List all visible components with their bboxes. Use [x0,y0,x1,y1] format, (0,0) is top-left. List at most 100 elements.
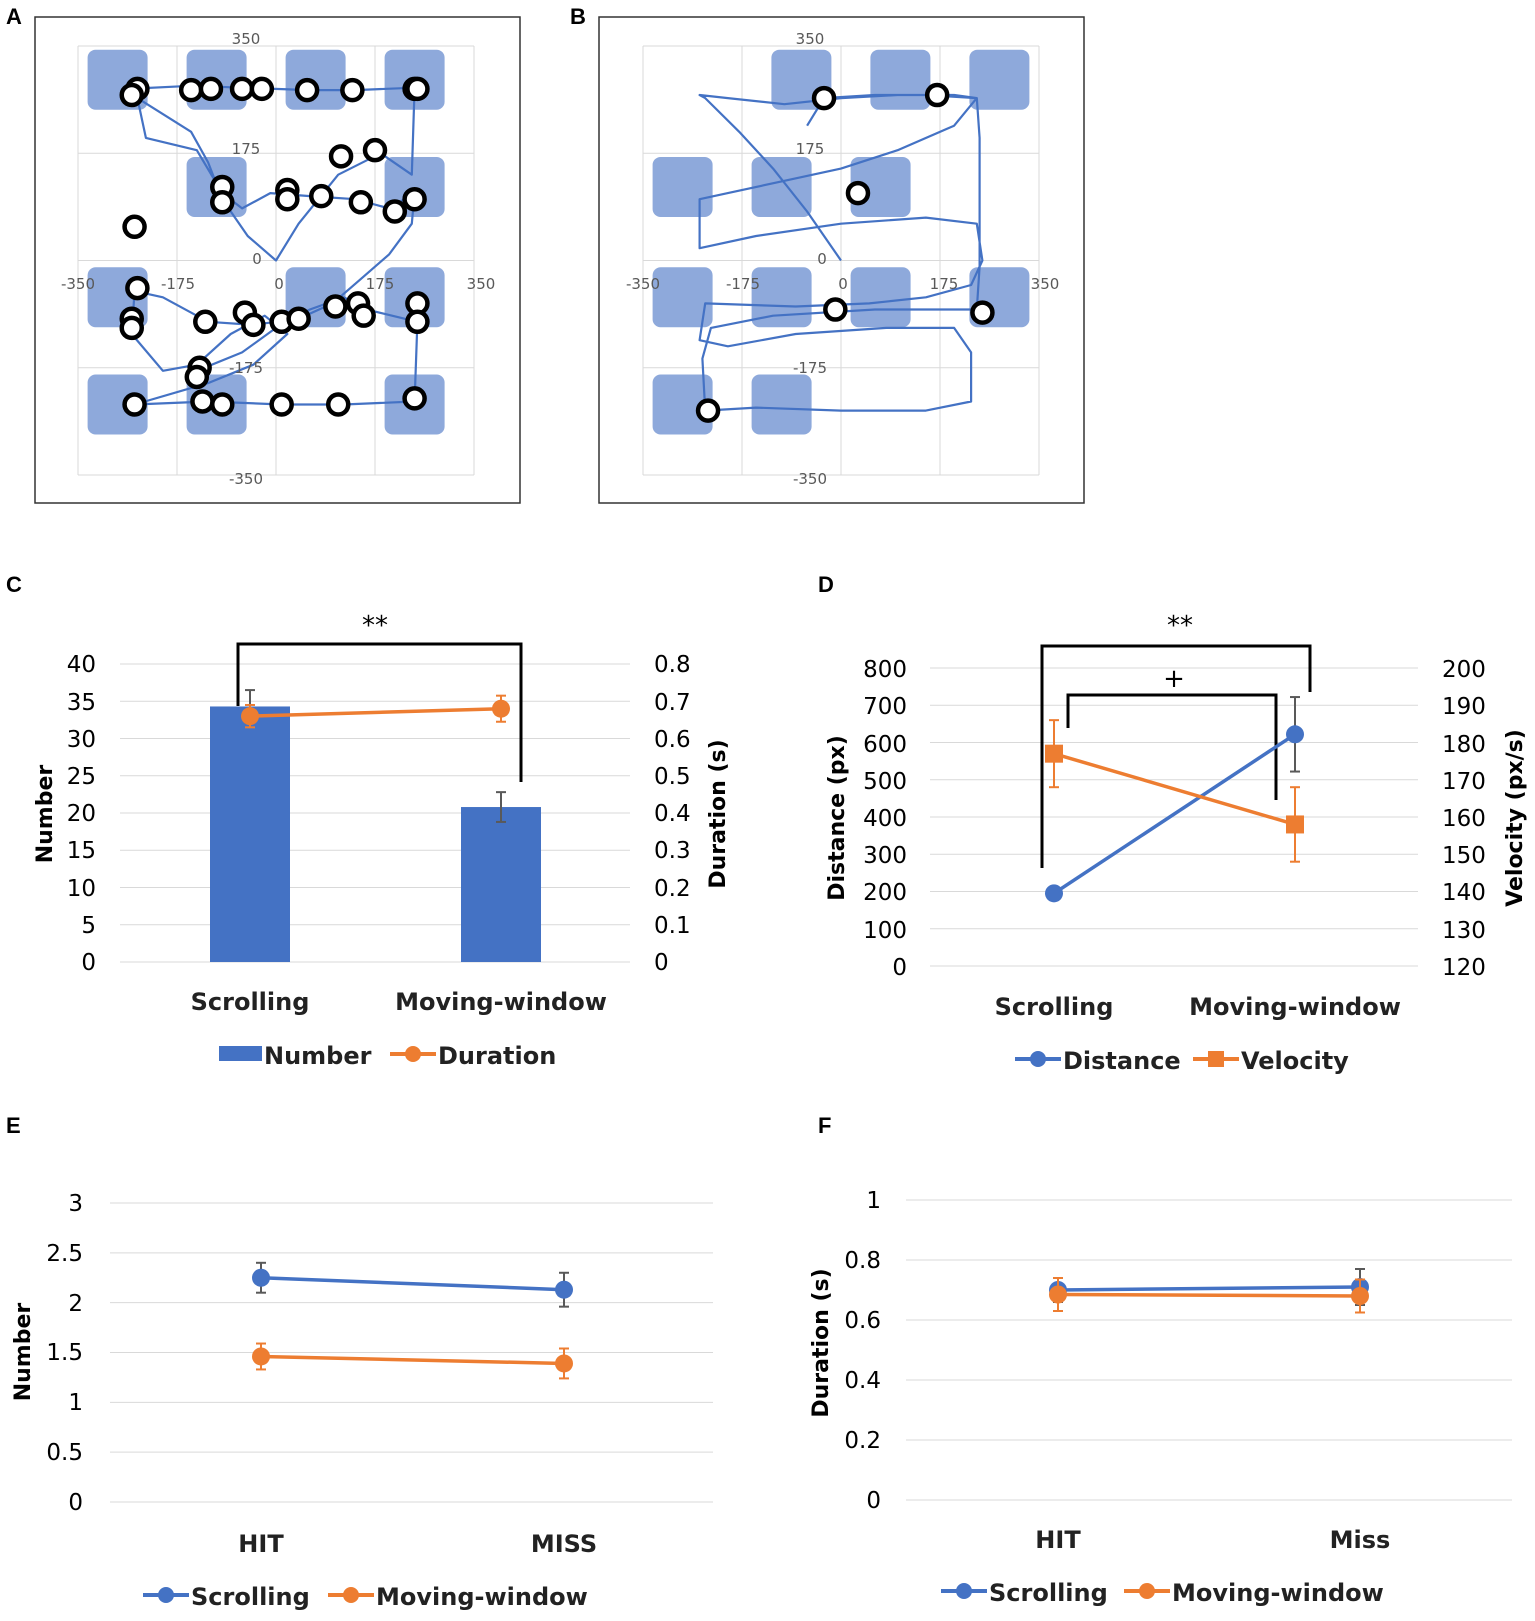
panel-c-category-scrolling: Scrolling [191,988,310,1016]
fixation-marker-a-6 [294,77,320,103]
panel-c-left-tick-25: 25 [67,764,96,790]
panel-a-x-tick-neg175: -175 [161,275,195,293]
fixation-marker-a-35 [184,364,210,390]
target-square-a-9 [87,374,148,435]
fixation-marker-a-23 [119,315,144,341]
panel-e-line-1 [260,1354,565,1366]
panel-d-right-tick-180: 180 [1442,732,1486,758]
panel-e-left-tick-0: 0 [68,1490,83,1516]
panel-d-right-tick-170: 170 [1442,769,1486,795]
fixation-marker-a-36 [122,392,147,417]
panel-b-tick-labels: 350 175 0 -175 -350 -350 -175 0 175 350 [626,30,1059,488]
panel-c-left-tick-10: 10 [67,876,96,902]
panel-c-legend: Number Duration [219,1042,556,1070]
panel-d-y-axis-title-right: Velocity (px/s) [1503,729,1528,907]
panel-e-left-tick-1-5: 1.5 [46,1340,83,1366]
panel-f-left-ticks: 0 0.2 0.4 0.6 0.8 1 [844,1188,881,1514]
fixation-marker-a-1 [119,82,144,108]
panel-d-left-tick-400: 400 [863,806,907,832]
panel-d-left-tick-500: 500 [863,769,907,795]
fixation-marker-a-13 [210,190,235,215]
fixation-marker-a-17 [348,190,374,215]
panel-e-left-tick-2-5: 2.5 [46,1241,83,1267]
panel-c-y-axis-title-left: Number [33,765,58,864]
fixation-marker-a-11 [362,137,388,163]
panel-f-line-0 [1057,1285,1361,1292]
fixation-marker-a-16 [309,183,334,209]
panel-d-category-moving-window: Moving-window [1189,993,1401,1021]
panel-c-left-tick-20: 20 [67,801,96,827]
panel-f-legend-scrolling-label: Scrolling [989,1579,1108,1607]
panel-c-right-tick-0-3: 0.3 [654,838,691,864]
fixation-marker-a-37 [190,389,215,414]
panel-d-left-ticks: 0 100 200 300 400 500 600 700 800 [863,657,907,981]
fixation-marker-a-40 [325,392,351,417]
panel-d-point-velocity-0 [1045,744,1063,763]
fixation-marker-a-18 [382,199,408,224]
panel-b-y-tick-0: 0 [817,250,827,268]
panel-c-legend-number-label: Number [264,1042,372,1070]
panel-a-x-tick-350: 350 [467,275,496,293]
panel-c-point-duration-0 [241,707,259,726]
panel-d-line-velocity [1053,751,1296,827]
fixation-marker-b-5 [695,398,721,423]
panel-b-y-tick-neg175: -175 [793,359,827,377]
panel-b-x-tick-neg350: -350 [626,275,660,293]
fixation-marker-b-3 [823,297,848,322]
panel-d-legend-velocity-marker [1208,1051,1224,1067]
panel-e-category-hit: HIT [238,1530,284,1558]
panel-e-legend-moving-window-marker [343,1587,359,1603]
panel-d-left-tick-800: 800 [863,657,907,683]
panel-b-gaze-path [698,93,984,412]
panel-c-chart: 0 5 10 15 20 25 30 35 40 0 0.1 0.2 0.3 0… [33,611,731,1070]
panel-d-left-tick-600: 600 [863,732,907,758]
fixation-marker-a-38 [210,392,235,417]
panel-c-right-tick-0: 0 [654,950,669,976]
panel-a-tick-labels: 350 175 0 -175 -350 -350 -175 0 175 350 [61,30,495,488]
panel-b-targets [652,49,1030,435]
target-square-b-6 [652,267,713,328]
panel-d-right-tick-120: 120 [1442,955,1486,981]
fixation-marker-a-5 [249,76,275,102]
panel-d-significance-label-inner: + [1163,664,1185,694]
panel-d-point-distance-1 [1286,725,1304,744]
panel-d-right-tick-200: 200 [1442,657,1486,683]
panel-e-line-0 [260,1276,565,1292]
panel-a-y-tick-175: 175 [232,140,261,158]
panel-d-point-distance-0 [1045,884,1063,903]
panel-e-marks [252,1261,573,1380]
fixation-marker-a-4 [229,76,255,102]
panel-d-left-tick-300: 300 [863,843,907,869]
panel-a-track-plot: 350 175 0 -175 -350 -350 -175 0 175 350 [34,16,521,504]
panel-c-bar-number-0 [210,706,290,962]
panel-d-left-tick-100: 100 [863,918,907,944]
panel-d-left-tick-200: 200 [863,880,907,906]
panel-c-line-duration [249,706,502,718]
panel-a-x-tick-neg350: -350 [61,275,95,293]
fixation-marker-a-21 [125,275,150,301]
panel-c-right-tick-0-6: 0.6 [654,727,691,753]
panel-e-y-axis-title: Number [11,1303,36,1402]
panel-c-right-ticks: 0 0.1 0.2 0.3 0.4 0.5 0.6 0.7 0.8 [654,652,691,976]
panel-c-right-tick-0-7: 0.7 [654,690,691,716]
panel-c-gridlines [120,663,630,963]
panel-e-point-1-0 [252,1347,270,1366]
panel-c-significance-bracket [236,642,523,782]
panel-c-legend-duration-marker [405,1046,421,1062]
panel-b-track-plot: 350 175 0 -175 -350 -350 -175 0 175 350 [598,16,1085,504]
fixation-marker-a-7 [340,77,365,103]
panel-f-legend-moving-window-label: Moving-window [1172,1579,1384,1607]
panel-d-line-distance [1053,732,1296,895]
panel-e-left-tick-3: 3 [68,1191,83,1217]
fixation-marker-a-19 [402,186,427,212]
panel-e-left-tick-2: 2 [68,1291,83,1317]
fixation-marker-a-20 [122,214,147,240]
panel-c-significance-label: ** [362,611,388,641]
panel-f-gridlines [906,1199,1512,1501]
fixation-marker-a-3 [198,76,224,102]
panel-f-point-1-1 [1351,1287,1369,1305]
panel-c-left-tick-35: 35 [67,690,96,716]
panel-f-y-axis-title: Duration (s) [809,1268,834,1417]
panel-d-legend-distance-marker [1030,1051,1046,1067]
panel-c-left-tick-40: 40 [67,652,96,678]
